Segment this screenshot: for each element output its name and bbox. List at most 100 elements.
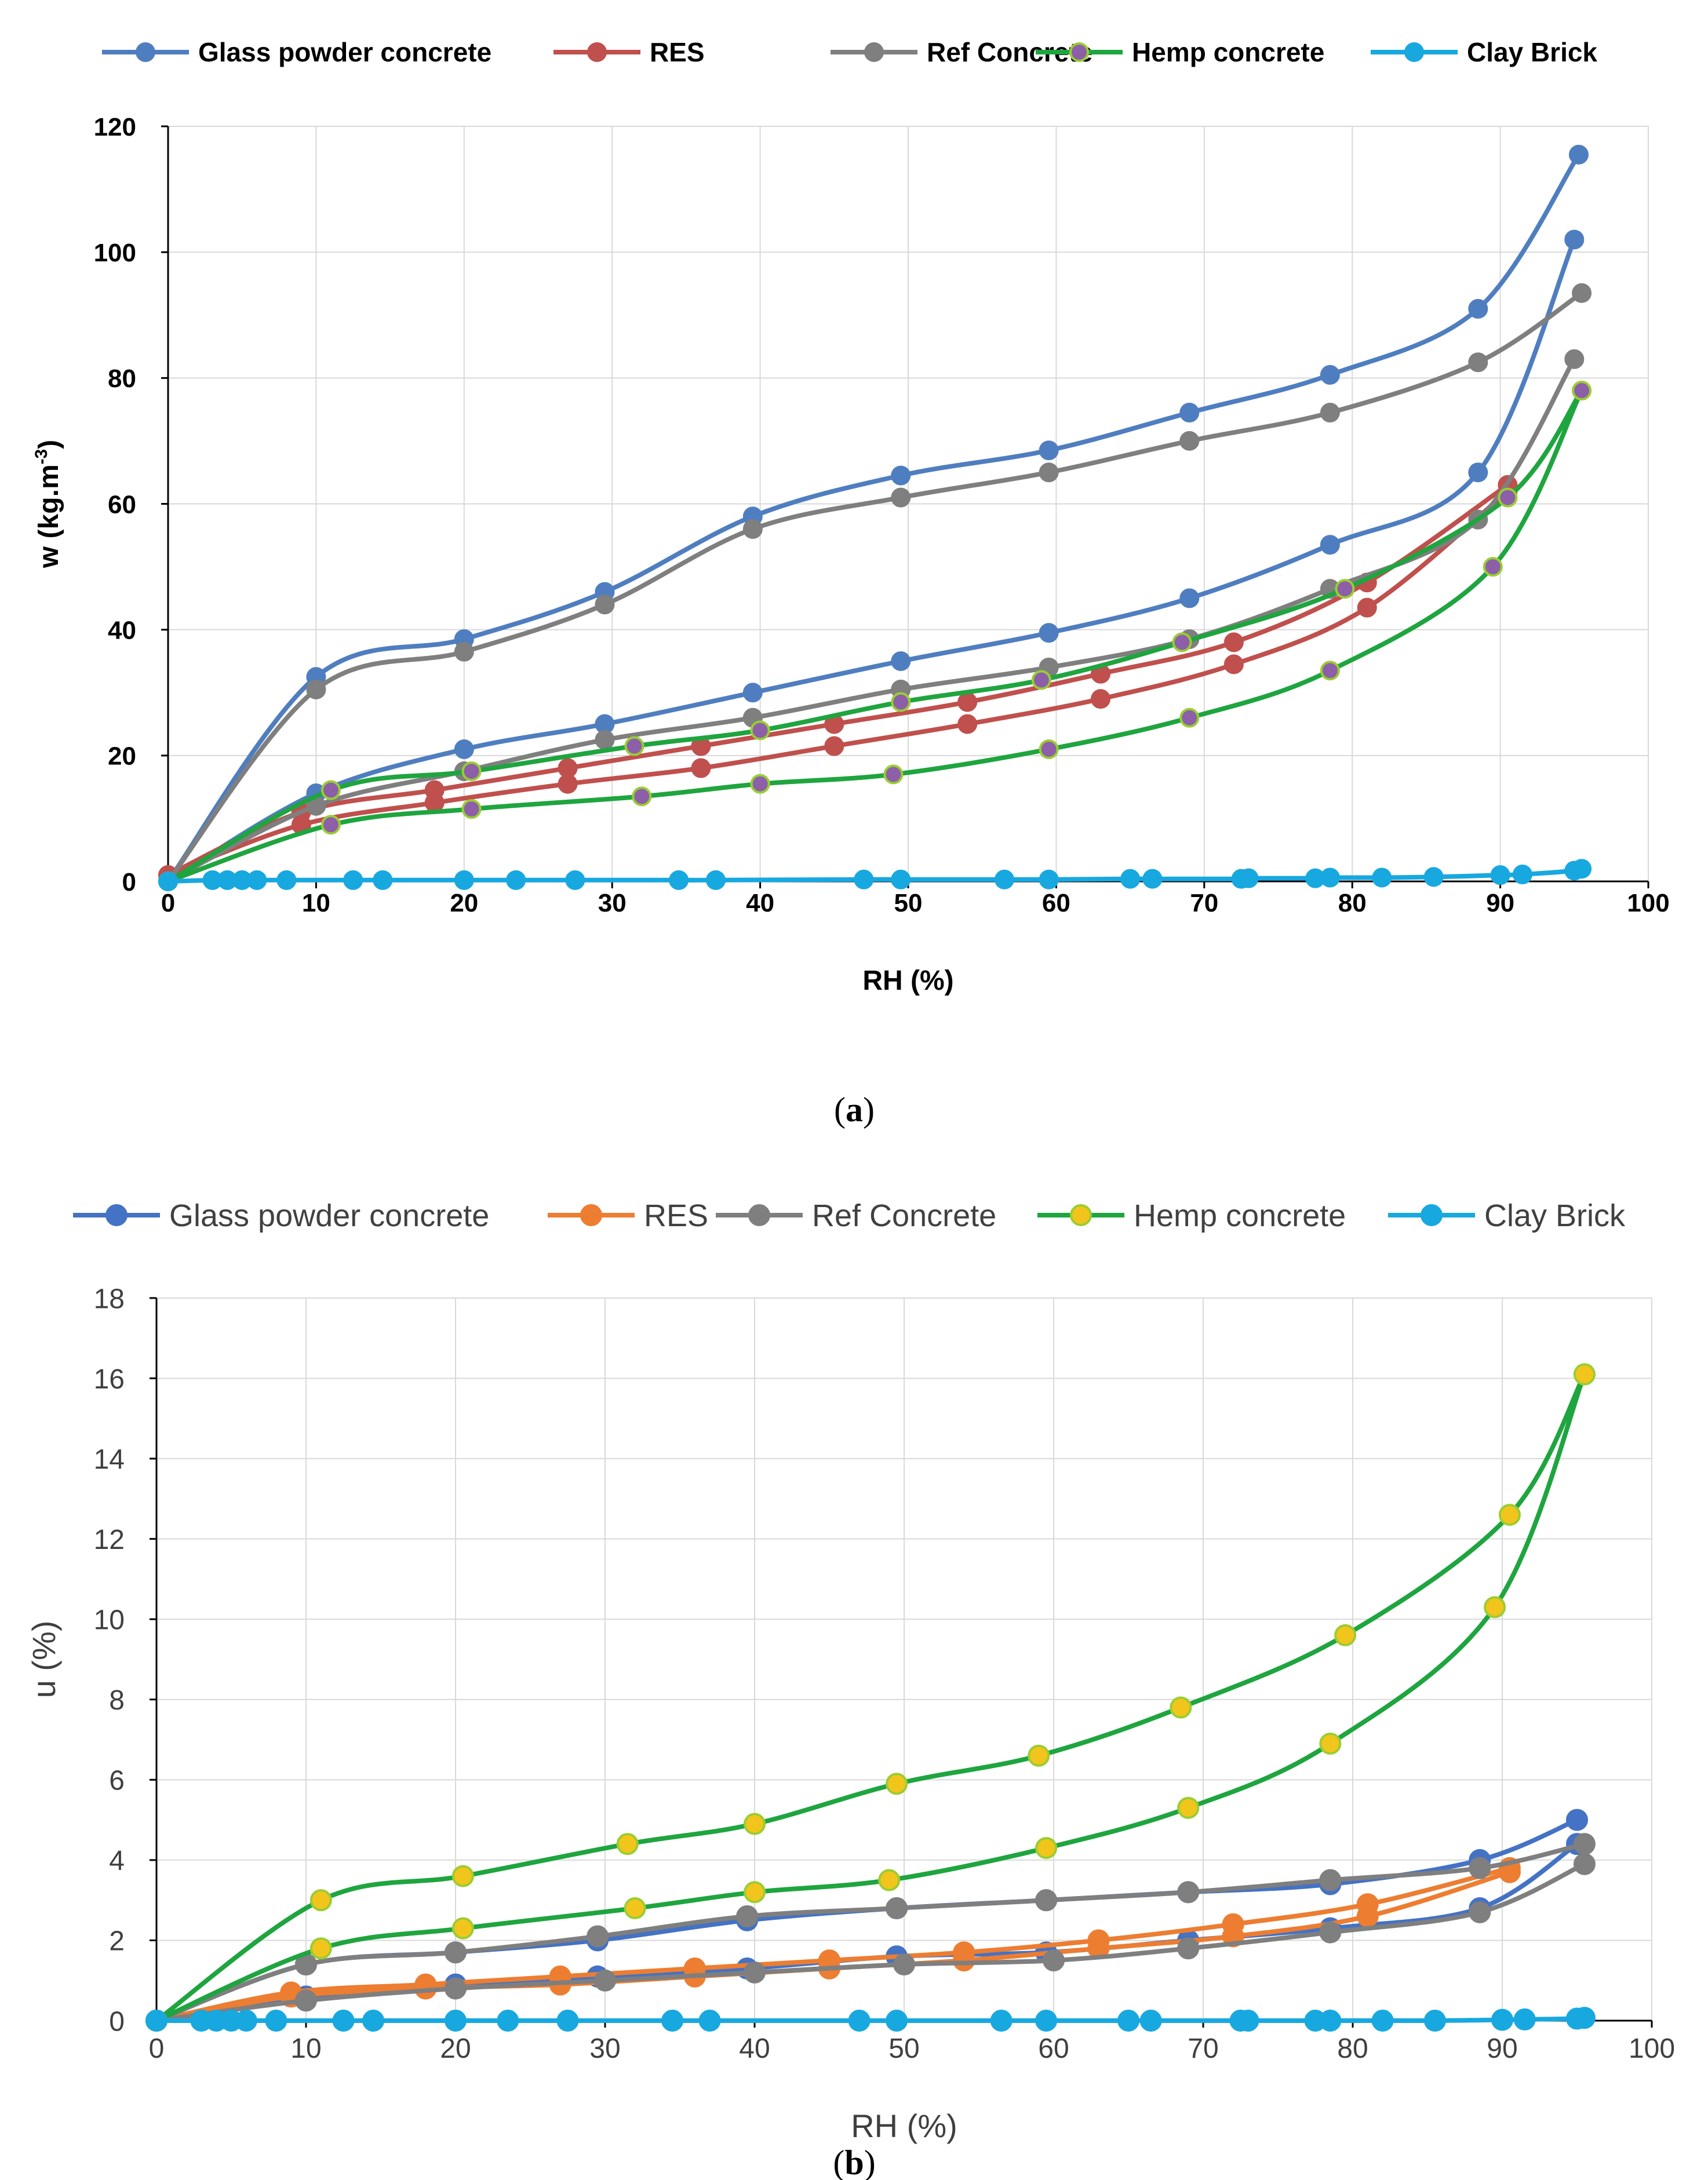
panel-caption: (b) bbox=[833, 2143, 875, 2180]
series-line bbox=[154, 1372, 1587, 2023]
data-point bbox=[461, 799, 482, 819]
y-tick-label: 18 bbox=[94, 1284, 125, 1314]
data-point bbox=[1120, 869, 1141, 889]
data-point bbox=[1039, 462, 1059, 483]
data-point bbox=[1043, 1949, 1065, 1972]
data-point bbox=[265, 2010, 287, 2032]
y-tick-label: 100 bbox=[94, 239, 136, 267]
data-point bbox=[957, 714, 978, 734]
data-point bbox=[1035, 1837, 1058, 1860]
data-point bbox=[1564, 229, 1585, 250]
data-point bbox=[1319, 1732, 1342, 1755]
x-tick-label: 90 bbox=[1487, 2033, 1517, 2064]
y-tick-label: 8 bbox=[109, 1685, 125, 1716]
y-tick-label: 14 bbox=[94, 1444, 125, 1475]
data-point bbox=[321, 815, 341, 835]
y-tick-label: 120 bbox=[94, 113, 136, 141]
data-point bbox=[624, 736, 644, 756]
y-tick-label: 0 bbox=[122, 868, 136, 896]
data-point bbox=[990, 2010, 1013, 2032]
data-point bbox=[1170, 1696, 1192, 1719]
y-tick-label: 40 bbox=[108, 617, 136, 645]
legend: Glass powder concrete RES Ref Concrete Hemp… bbox=[102, 37, 1597, 67]
legend: Glass powder concrete RES Ref Concrete Hemp… bbox=[73, 1198, 1626, 1233]
x-tick-label: 10 bbox=[290, 2033, 321, 2064]
data-point bbox=[886, 1897, 908, 1920]
data-point bbox=[1319, 2010, 1342, 2032]
x-tick-label: 60 bbox=[1042, 889, 1070, 917]
data-point bbox=[1573, 1853, 1596, 1875]
data-point bbox=[1334, 1624, 1357, 1646]
data-point bbox=[1142, 869, 1163, 889]
x-tick-label: 100 bbox=[1629, 2033, 1675, 2064]
legend-item: Clay Brick bbox=[1371, 37, 1597, 67]
legend-label: RES bbox=[644, 1198, 708, 1233]
data-point bbox=[1035, 2010, 1058, 2032]
data-point bbox=[750, 720, 770, 741]
data-point bbox=[321, 780, 341, 800]
data-point bbox=[594, 1969, 616, 1992]
data-point bbox=[883, 764, 904, 785]
data-point bbox=[1564, 349, 1585, 369]
data-point bbox=[1572, 283, 1592, 303]
data-point bbox=[1039, 739, 1059, 759]
x-tick-label: 20 bbox=[450, 889, 478, 917]
data-point bbox=[891, 692, 911, 712]
data-point bbox=[1117, 2010, 1139, 2032]
data-point bbox=[309, 1889, 332, 1912]
y-tick-label: 12 bbox=[94, 1525, 125, 1555]
legend-label: Clay Brick bbox=[1467, 37, 1597, 67]
data-point bbox=[373, 870, 393, 890]
y-tick-label: 60 bbox=[108, 490, 136, 519]
series-line bbox=[166, 152, 1581, 884]
legend-marker bbox=[587, 42, 607, 62]
data-point bbox=[309, 1937, 332, 1960]
data-point bbox=[454, 641, 474, 662]
legend-label: Glass powder concrete bbox=[198, 37, 491, 67]
data-point bbox=[145, 2010, 167, 2032]
data-point bbox=[454, 870, 474, 890]
data-point bbox=[1179, 403, 1200, 423]
x-tick-label: 20 bbox=[440, 2033, 471, 2064]
series-line bbox=[154, 1861, 1587, 2023]
data-point bbox=[595, 730, 615, 750]
data-point bbox=[1139, 2010, 1162, 2032]
data-point bbox=[1423, 2010, 1446, 2032]
legend-label: RES bbox=[650, 37, 705, 67]
data-point bbox=[1319, 1921, 1342, 1944]
data-point bbox=[1512, 865, 1532, 885]
data-point bbox=[891, 869, 911, 890]
legend-item: Hemp concrete bbox=[1037, 1198, 1346, 1233]
data-point bbox=[1573, 1363, 1596, 1386]
data-point bbox=[1335, 579, 1355, 599]
data-point bbox=[1177, 1937, 1200, 1960]
y-axis-label: u (%) bbox=[26, 1621, 62, 1698]
data-point bbox=[742, 683, 763, 703]
data-point bbox=[1468, 462, 1488, 483]
data-point bbox=[451, 1865, 474, 1887]
data-point bbox=[1320, 364, 1340, 385]
data-point bbox=[1357, 597, 1377, 618]
x-tick-label: 50 bbox=[888, 2033, 919, 2064]
legend-marker bbox=[1404, 42, 1424, 62]
panel-caption-open: ( bbox=[833, 2143, 844, 2180]
x-tick-label: 0 bbox=[161, 889, 175, 917]
data-point bbox=[1223, 654, 1244, 675]
data-point bbox=[1179, 588, 1200, 608]
data-point bbox=[669, 870, 689, 890]
legend-marker bbox=[1069, 42, 1089, 62]
data-point bbox=[848, 2010, 871, 2032]
data-point bbox=[1039, 623, 1059, 643]
data-point bbox=[1498, 487, 1518, 508]
x-tick-label: 40 bbox=[739, 2033, 770, 2064]
y-tick-label: 20 bbox=[108, 742, 136, 771]
data-point bbox=[1028, 1744, 1050, 1767]
panel-caption: (a) bbox=[834, 1091, 875, 1129]
data-point bbox=[1491, 2008, 1513, 2031]
data-point bbox=[556, 2010, 579, 2032]
data-point bbox=[1172, 632, 1192, 652]
data-point bbox=[1177, 1796, 1200, 1819]
series-line bbox=[166, 388, 1585, 884]
data-point bbox=[454, 739, 474, 759]
